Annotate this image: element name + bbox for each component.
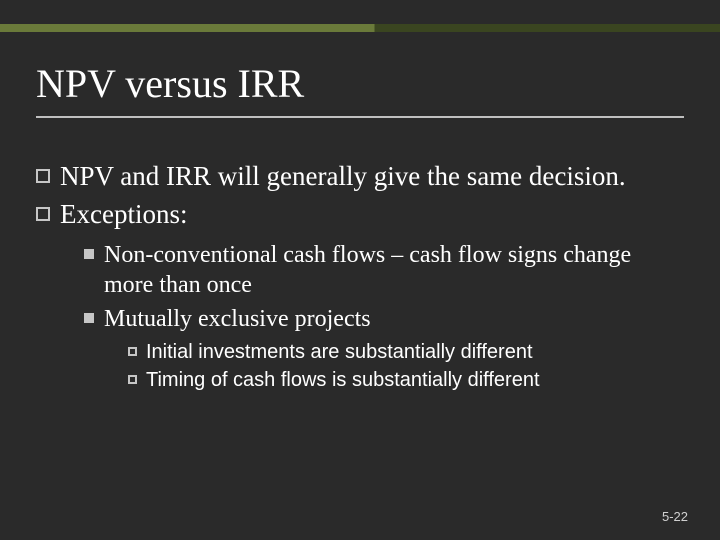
slide: NPV versus IRR NPV and IRR will generall… bbox=[0, 0, 720, 540]
list-item-text: Initial investments are substantially di… bbox=[146, 340, 533, 365]
list-item: Exceptions: bbox=[36, 198, 684, 232]
slide-title: NPV versus IRR bbox=[36, 62, 684, 106]
title-block: NPV versus IRR bbox=[36, 62, 684, 118]
sub-list: Non-conventional cash flows – cash flow … bbox=[84, 240, 684, 393]
hollow-square-icon bbox=[36, 169, 50, 183]
list-item-text: Timing of cash flows is substantially di… bbox=[146, 368, 540, 393]
list-item: NPV and IRR will generally give the same… bbox=[36, 160, 684, 194]
list-item-text: Non-conventional cash flows – cash flow … bbox=[104, 240, 684, 300]
hollow-square-icon bbox=[128, 375, 137, 384]
list-item: Mutually exclusive projects bbox=[84, 304, 684, 334]
list-item-text: NPV and IRR will generally give the same… bbox=[60, 160, 626, 194]
hollow-square-icon bbox=[36, 207, 50, 221]
hollow-square-icon bbox=[128, 347, 137, 356]
list-item: Initial investments are substantially di… bbox=[128, 340, 684, 365]
body-block: NPV and IRR will generally give the same… bbox=[36, 160, 684, 396]
page-number: 5-22 bbox=[662, 509, 688, 524]
sub-sub-list: Initial investments are substantially di… bbox=[128, 340, 684, 393]
list-item: Non-conventional cash flows – cash flow … bbox=[84, 240, 684, 300]
list-item-text: Mutually exclusive projects bbox=[104, 304, 371, 334]
filled-square-icon bbox=[84, 249, 94, 259]
filled-square-icon bbox=[84, 313, 94, 323]
title-underline bbox=[36, 116, 684, 118]
accent-bar bbox=[0, 24, 720, 32]
list-item: Timing of cash flows is substantially di… bbox=[128, 368, 684, 393]
list-item-text: Exceptions: bbox=[60, 198, 187, 232]
